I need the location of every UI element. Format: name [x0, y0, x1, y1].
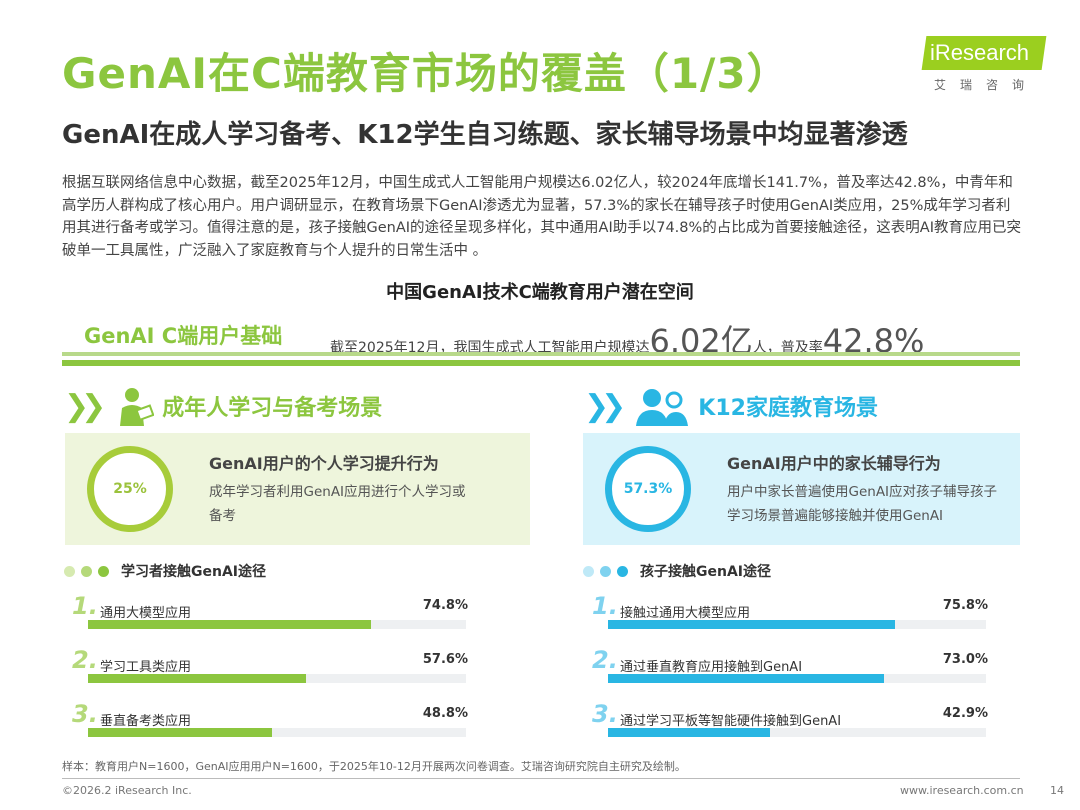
route-label: 接触过通用大模型应用 [620, 606, 751, 621]
box-text: 用户中家长普遍使用GenAI应对孩子辅导孩子学习场景普遍能够接触并使用GenAI [727, 484, 998, 524]
dot-icon [64, 565, 75, 577]
scene-header-adult: ❯❯ 成年人学习与备考场景 [64, 386, 382, 426]
divider [62, 352, 1020, 356]
route-label: 通用大模型应用 [100, 606, 192, 621]
iresearch-logo: iResearch 艾瑞咨询 [920, 36, 1050, 96]
chevrons-icon: ❯❯ [584, 388, 626, 424]
box-title: GenAI用户的个人学习提升行为 [209, 454, 439, 473]
rank-number: 3. [592, 700, 618, 728]
parent-child-icon [636, 389, 689, 426]
page-subtitle: GenAI在成人学习备考、K12学生自习练题、家长辅导场景中均显著渗透 [62, 120, 908, 150]
footer-divider [62, 778, 1020, 779]
chevrons-icon: ❯❯ [64, 388, 106, 424]
progress-track [608, 620, 986, 629]
dot-icon [583, 565, 594, 577]
route-label: 学习工具类应用 [100, 660, 192, 675]
progress-track [88, 620, 466, 629]
intro-paragraph: 根据互联网络信息中心数据，截至2025年12月，中国生成式人工智能用户规模达6.… [62, 175, 1021, 259]
percent-ring: 57.3% [605, 446, 691, 532]
percent-ring: 25% [87, 446, 173, 532]
copyright: ©2026.2 iResearch Inc. [62, 784, 192, 797]
progress-track [608, 728, 986, 737]
progress-fill [608, 674, 884, 683]
scene-header-k12: ❯❯ K12家庭教育场景 [584, 386, 878, 426]
parent-behavior-box: 57.3% GenAI用户中的家长辅导行为用户中家长普遍使用GenAI应对孩子辅… [583, 433, 1020, 545]
section-title: 中国GenAI技术C端教育用户潜在空间 [386, 282, 694, 303]
route-item: 1. 接触过通用大模型应用 75.8% [592, 592, 1008, 638]
rank-number: 3. [72, 700, 98, 728]
progress-track [608, 674, 986, 683]
dot-icon [98, 565, 109, 577]
progress-fill [608, 620, 895, 629]
progress-fill [88, 674, 306, 683]
route-item: 1. 通用大模型应用 74.8% [72, 592, 488, 638]
dot-icon [617, 565, 628, 577]
rank-number: 1. [72, 592, 98, 620]
route-value: 57.6% [422, 652, 468, 667]
route-header-k12: 孩子接触GenAI途径 [583, 561, 771, 581]
adult-behavior-box: 25% GenAI用户的个人学习提升行为成年学习者利用GenAI应用进行个人学习… [65, 433, 530, 545]
progress-fill [608, 728, 771, 737]
dot-icon [600, 565, 611, 577]
route-item: 3. 通过学习平板等智能硬件接触到GenAI 42.9% [592, 700, 1008, 746]
route-item: 3. 垂直备考类应用 48.8% [72, 700, 488, 746]
route-header-adult: 学习者接触GenAI途径 [64, 561, 266, 581]
rank-number: 2. [592, 646, 618, 674]
rank-number: 1. [592, 592, 618, 620]
page-title: GenAI在C端教育市场的覆盖（1/3） [62, 49, 790, 98]
progress-fill [88, 728, 273, 737]
website-url: www.iresearch.com.cn [900, 784, 1024, 797]
route-label: 垂直备考类应用 [100, 714, 192, 729]
user-base-label: GenAI C端用户基础 [84, 324, 283, 348]
route-value: 73.0% [942, 652, 988, 667]
progress-track [88, 674, 466, 683]
page-number: 14 [1050, 784, 1064, 797]
route-label: 通过学习平板等智能硬件接触到GenAI [620, 714, 842, 729]
box-text: 成年学习者利用GenAI应用进行个人学习或备考 [209, 484, 466, 524]
route-label: 通过垂直教育应用接触到GenAI [620, 660, 803, 675]
rank-number: 2. [72, 646, 98, 674]
route-item: 2. 学习工具类应用 57.6% [72, 646, 488, 692]
route-value: 74.8% [422, 598, 468, 613]
route-value: 48.8% [422, 706, 468, 721]
divider [62, 360, 1020, 366]
route-value: 42.9% [942, 706, 988, 721]
sample-note: 样本：教育用户N=1600，GenAI应用用户N=1600，于2025年10-1… [62, 760, 686, 773]
route-item: 2. 通过垂直教育应用接触到GenAI 73.0% [592, 646, 1008, 692]
route-value: 75.8% [942, 598, 988, 613]
progress-fill [88, 620, 371, 629]
progress-track [88, 728, 466, 737]
teacher-icon [120, 388, 155, 426]
dot-icon [81, 565, 92, 577]
box-title: GenAI用户中的家长辅导行为 [727, 454, 941, 473]
